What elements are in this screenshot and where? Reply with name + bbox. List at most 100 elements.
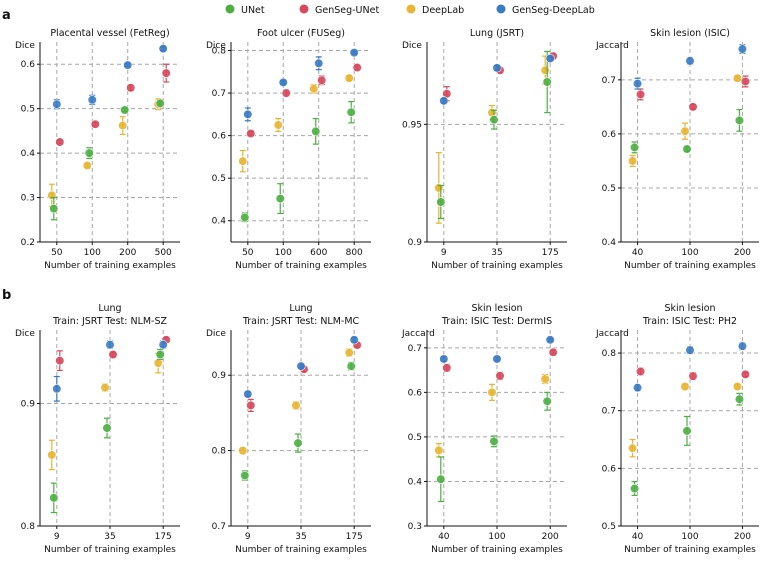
y-tick-label: 0.7	[212, 89, 226, 99]
x-tick-label: 35	[104, 532, 115, 542]
data-point-deeplab	[732, 73, 743, 83]
data-point-deeplab	[153, 358, 163, 368]
data-point-deeplab	[47, 190, 57, 200]
subplot-6: Lung Train: JSRT Test: NLM-MC Dice 0.7 0.8 0.…	[206, 303, 371, 555]
data-point-genseg-deeplab	[492, 63, 502, 73]
x-tick-label: 200	[734, 248, 751, 258]
y-tick-label: 0.2	[21, 238, 35, 248]
x-tick-label: 500	[155, 248, 172, 258]
subplot-subtitle: Train: JSRT Test: NLM-SZ	[52, 316, 168, 327]
data-point-unet	[155, 98, 165, 108]
data-point-deeplab	[100, 382, 110, 393]
data-point-genseg-deeplab	[545, 335, 555, 345]
data-point-genseg-unet	[688, 371, 698, 381]
x-tick-label: 50	[242, 248, 254, 258]
data-point-genseg-deeplab	[439, 96, 449, 106]
x-tick-label: 9	[441, 248, 447, 258]
subplot-5: Lung Train: JSRT Test: NLM-SZ Dice 0.8 0.9 9 3…	[15, 303, 180, 555]
data-point-genseg-unet	[635, 366, 646, 377]
data-point-genseg-deeplab	[243, 109, 253, 119]
data-point-deeplab	[47, 450, 57, 460]
data-point-unet	[629, 142, 640, 153]
subplots: Placental vessel (FetReg) Dice 0.2 0.3 0.4 0.…	[15, 28, 759, 555]
data-point-deeplab	[344, 73, 354, 83]
y-tick-label: 0.5	[602, 184, 616, 194]
x-tick-label: 100	[681, 248, 698, 258]
legend: UNet GenSeg-UNet DeepLab GenSeg-DeepLab	[225, 4, 595, 16]
x-axis-label: Number of training examples	[431, 545, 563, 555]
data-point-deeplab	[344, 348, 354, 358]
subplot-title: Skin lesion (ISIC)	[650, 28, 730, 39]
subplot-2: Foot ulcer (FUSeg) Dice 0.4 0.5 0.6 0.7 0.8 50 1…	[206, 28, 371, 271]
data-point-genseg-unet	[352, 62, 362, 73]
subplot-4: Skin lesion (ISIC) Jaccard 0.4 0.5 0.6 0.7 40 1…	[595, 28, 759, 271]
y-tick-label: 0.9	[212, 371, 227, 381]
data-point-deeplab	[732, 381, 743, 392]
x-tick-label: 50	[51, 248, 63, 258]
data-point-genseg-unet	[635, 89, 646, 100]
data-point-unet	[489, 115, 499, 125]
y-axis-label: Jaccard	[595, 41, 629, 51]
data-point-genseg-deeplab	[87, 95, 97, 105]
y-tick-label: 0.7	[408, 344, 422, 354]
data-point-genseg-deeplab	[439, 354, 449, 364]
x-tick-label: 9	[245, 532, 251, 542]
x-tick-label: 175	[155, 532, 172, 542]
x-tick-label: 35	[295, 532, 306, 542]
data-point-genseg-deeplab	[52, 384, 62, 394]
data-point-deeplab	[434, 445, 444, 455]
data-point-deeplab	[238, 446, 248, 456]
data-point-unet	[682, 144, 692, 154]
data-point-unet	[311, 126, 321, 136]
data-point-unet	[49, 493, 59, 503]
subplot-title: Placental vessel (FetReg)	[50, 28, 169, 39]
y-axis-label: Jaccard	[595, 329, 629, 339]
data-point-unet	[682, 426, 692, 436]
subplot-title: Lung	[98, 303, 121, 314]
data-point-genseg-deeplab	[52, 99, 62, 109]
subplot-subtitle: Train: JSRT Test: NLM-MC	[242, 316, 360, 327]
data-point-genseg-unet	[90, 119, 100, 129]
data-point-genseg-deeplab	[296, 361, 306, 371]
data-point-genseg-unet	[317, 75, 327, 85]
data-point-genseg-deeplab	[737, 341, 748, 351]
data-point-deeplab	[82, 160, 92, 171]
legend-marker-unet	[225, 4, 235, 14]
data-point-genseg-deeplab	[632, 79, 643, 89]
x-tick-label: 200	[734, 532, 751, 542]
data-point-genseg-unet	[740, 369, 751, 379]
data-point-genseg-deeplab	[158, 44, 168, 54]
data-point-unet	[49, 204, 59, 214]
legend-marker-genseg-deeplab	[496, 4, 506, 14]
data-point-unet	[240, 212, 250, 222]
data-point-unet	[489, 436, 499, 446]
panel-letter-b: b	[2, 288, 11, 303]
data-point-unet	[734, 115, 745, 125]
y-tick-label: 0.5	[602, 522, 616, 532]
data-point-unet	[293, 438, 303, 448]
data-point-unet	[275, 193, 285, 204]
data-point-unet	[542, 77, 552, 87]
data-point-genseg-deeplab	[158, 340, 168, 350]
data-point-unet	[346, 361, 356, 371]
data-point-deeplab	[540, 65, 550, 75]
y-tick-label: 0.7	[602, 76, 616, 86]
data-point-genseg-deeplab	[737, 44, 748, 54]
data-point-deeplab	[487, 387, 497, 397]
y-tick-label: 0.4	[21, 149, 36, 159]
y-tick-label: 0.6	[21, 60, 36, 70]
x-tick-label: 100	[681, 532, 698, 542]
y-tick-label: 0.9	[408, 238, 423, 248]
data-point-genseg-unet	[740, 76, 751, 87]
data-point-unet	[436, 197, 446, 207]
data-point-deeplab	[627, 156, 638, 166]
data-point-genseg-deeplab	[314, 58, 324, 68]
data-point-genseg-unet	[161, 68, 171, 78]
x-tick-label: 35	[491, 248, 502, 258]
data-point-unet	[346, 107, 356, 117]
subplot-7: Skin lesion Train: ISIC Test: DermIS Jacca…	[401, 303, 567, 555]
y-tick-label: 0.3	[21, 194, 35, 204]
data-point-unet	[629, 483, 640, 494]
data-point-unet	[102, 423, 112, 433]
y-axis-label: Dice	[206, 329, 226, 339]
